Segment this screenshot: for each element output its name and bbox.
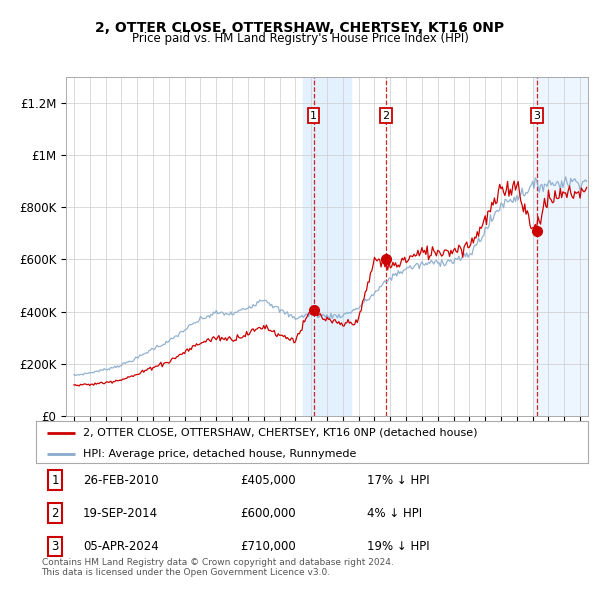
Text: 2: 2 (52, 507, 59, 520)
Text: 17% ↓ HPI: 17% ↓ HPI (367, 474, 430, 487)
Text: 4% ↓ HPI: 4% ↓ HPI (367, 507, 422, 520)
Bar (303, 77, 351, 416)
Text: 1: 1 (52, 474, 59, 487)
Text: Contains HM Land Registry data © Crown copyright and database right 2024.
This d: Contains HM Land Registry data © Crown c… (41, 558, 393, 577)
Text: £600,000: £600,000 (240, 507, 296, 520)
Text: £405,000: £405,000 (240, 474, 296, 487)
Text: 2, OTTER CLOSE, OTTERSHAW, CHERTSEY, KT16 0NP: 2, OTTER CLOSE, OTTERSHAW, CHERTSEY, KT1… (95, 21, 505, 35)
Text: 19-SEP-2014: 19-SEP-2014 (83, 507, 158, 520)
Text: 2, OTTER CLOSE, OTTERSHAW, CHERTSEY, KT16 0NP (detached house): 2, OTTER CLOSE, OTTERSHAW, CHERTSEY, KT1… (83, 428, 478, 438)
Bar (533, 77, 588, 416)
Text: 26-FEB-2010: 26-FEB-2010 (83, 474, 158, 487)
Bar (533, 77, 588, 416)
Text: 2: 2 (382, 111, 389, 121)
Text: 05-APR-2024: 05-APR-2024 (83, 540, 158, 553)
Text: 3: 3 (533, 111, 540, 121)
Text: 3: 3 (52, 540, 59, 553)
Text: £710,000: £710,000 (240, 540, 296, 553)
Text: 19% ↓ HPI: 19% ↓ HPI (367, 540, 430, 553)
Text: HPI: Average price, detached house, Runnymede: HPI: Average price, detached house, Runn… (83, 449, 356, 459)
Text: 1: 1 (310, 111, 317, 121)
Text: Price paid vs. HM Land Registry's House Price Index (HPI): Price paid vs. HM Land Registry's House … (131, 32, 469, 45)
